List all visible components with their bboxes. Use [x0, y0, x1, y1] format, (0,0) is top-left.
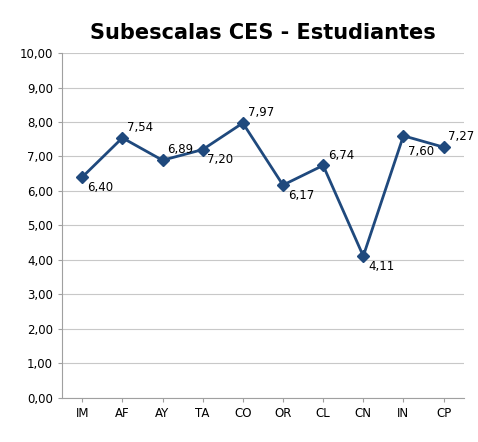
Text: 6,74: 6,74	[328, 149, 354, 162]
Text: 6,17: 6,17	[288, 189, 314, 202]
Text: 7,54: 7,54	[127, 121, 153, 134]
Title: Subescalas CES - Estudiantes: Subescalas CES - Estudiantes	[90, 23, 436, 43]
Text: 6,89: 6,89	[167, 143, 194, 156]
Text: 4,11: 4,11	[368, 260, 394, 273]
Text: 6,40: 6,40	[87, 181, 113, 194]
Text: 7,27: 7,27	[448, 130, 475, 143]
Text: 7,20: 7,20	[207, 153, 234, 167]
Text: 7,97: 7,97	[248, 106, 274, 119]
Text: 7,60: 7,60	[408, 145, 435, 158]
